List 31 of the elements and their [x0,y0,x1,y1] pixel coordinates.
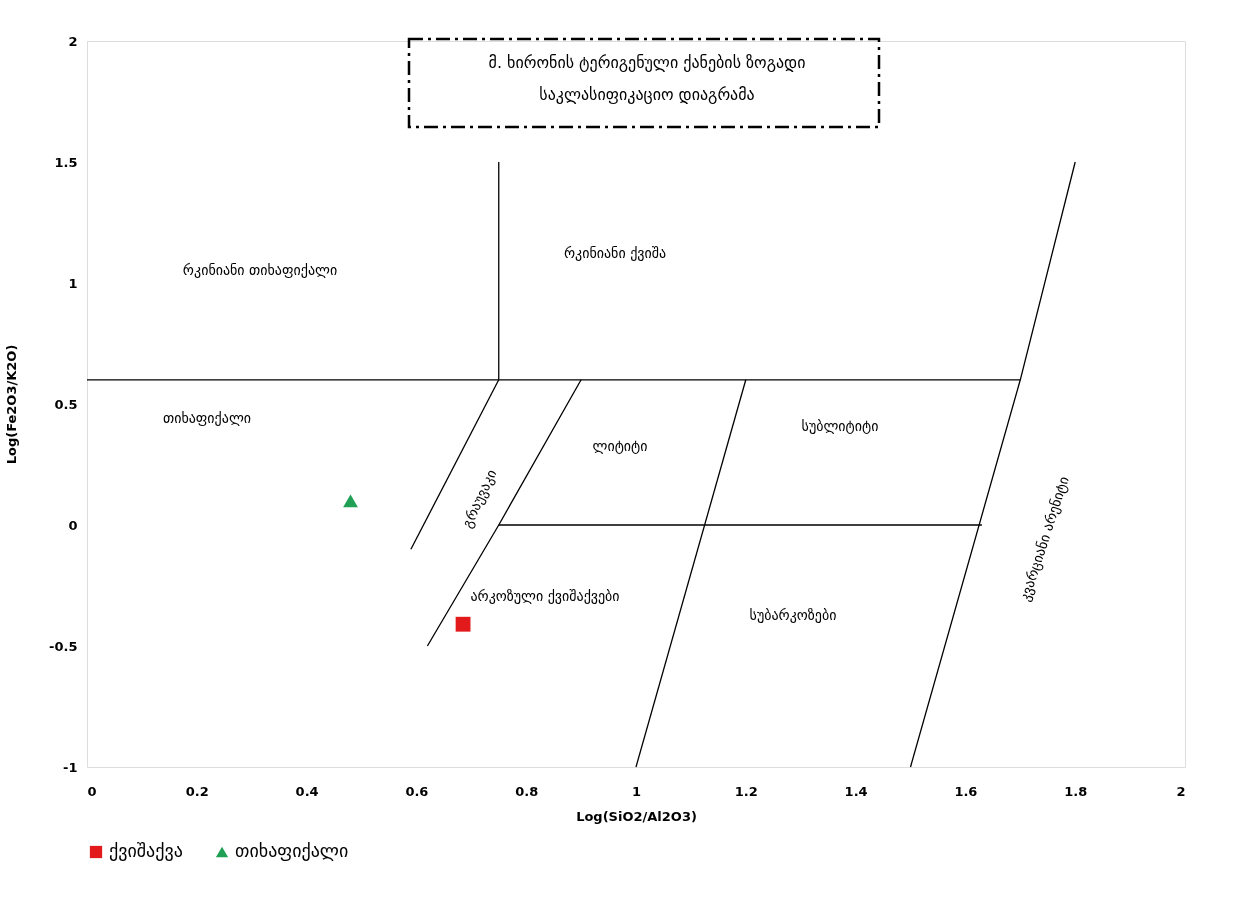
x-tick-label: 1.6 [954,783,978,799]
y-tick-label: 0 [68,517,78,533]
annotation: რკინიანი თიხაფიქალი [182,262,338,278]
y-tick-label: 0.5 [54,396,78,412]
annotation: არკოზული ქვიშაქვები [470,588,620,604]
annotation: ლიტიტი [592,438,648,454]
x-tick-label: 1 [631,783,642,799]
y-tick-label: 1.5 [54,154,78,170]
y-tick-label: -0.5 [49,638,78,654]
y-tick-label: -1 [63,759,78,775]
y-tick-label: 2 [68,33,78,49]
annotation: სუბარკოზები [749,607,837,623]
annotation: რკინიანი ქვიშა [563,245,667,261]
x-tick-label: 0.2 [185,783,209,799]
x-tick-label: 0 [87,783,97,799]
annotation: სუბლიტიტი [801,418,879,434]
x-tick-label: 0.4 [295,783,319,799]
text: მ. ხირონის ტერიგენული ქანების ზოგადი [488,53,806,72]
x-tick-label: 1.4 [844,783,868,799]
legend-label: თიხაფიქალი [235,840,349,861]
y-tick-label: 1 [68,275,78,291]
x-tick-label: 0.8 [515,783,539,799]
x-tick-label: 1.8 [1064,783,1088,799]
text: საკლასიფიკაციო დიაგრამა [539,85,755,104]
annotation: თიხაფიქალი [162,410,252,426]
legend-label: ქვიშაქვა [109,840,183,861]
x-tick-label: 0.6 [405,783,429,799]
y-axis-title: Log(Fe2O3/K2O) [4,344,20,465]
x-axis-title: Log(SiO2/Al2O3) [576,808,697,824]
x-tick-label: 1.2 [734,783,758,799]
x-tick-label: 2 [1176,783,1186,799]
